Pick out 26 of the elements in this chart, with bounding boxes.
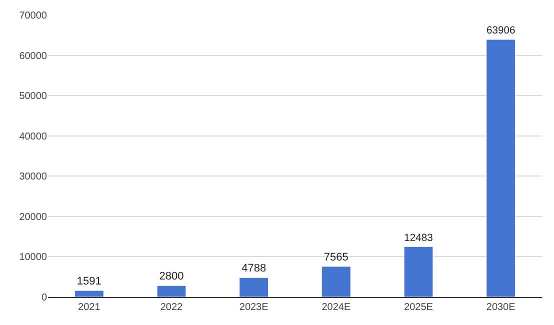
x-tick-label: 2030E [486,302,516,313]
y-tick-label: 30000 [19,172,48,183]
y-tick-label: 40000 [19,131,48,142]
x-tick-label: 2022 [160,302,184,313]
bar [404,246,434,297]
x-tick-label: 2023E [239,302,269,313]
bar [486,39,516,297]
data-label: 63906 [486,26,516,37]
bar [322,266,351,297]
data-label: 2800 [159,270,184,283]
y-tick-label: 10000 [19,252,48,264]
x-tick-label: 2024E [322,302,351,313]
x-tick-label: 2025E [404,302,434,313]
y-tick-label: 0 [41,292,48,304]
y-tick-label: 60000 [19,50,48,62]
bar [239,277,268,297]
y-tick-label: 50000 [19,91,48,102]
data-label: 7565 [324,252,348,264]
data-label: 4788 [242,262,266,275]
y-tick-label: 20000 [19,212,48,223]
y-tick-label: 70000 [19,10,48,22]
data-label: 12483 [404,232,434,244]
bar [74,290,104,297]
bar [156,285,186,297]
x-tick-label: 2021 [78,302,101,313]
data-label: 1591 [76,276,102,288]
